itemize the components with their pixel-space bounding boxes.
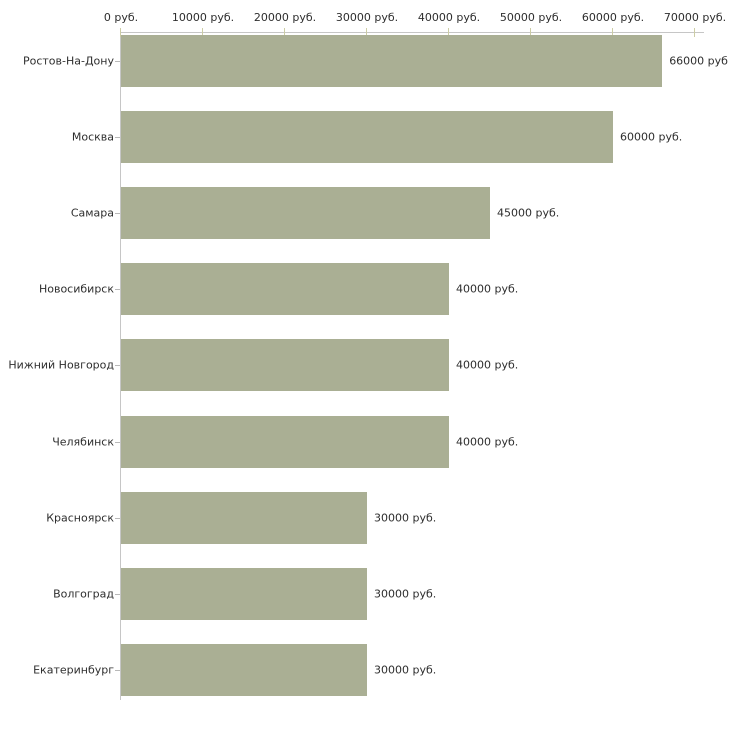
x-axis-line (120, 32, 704, 33)
category-label: Екатеринбург (33, 663, 114, 677)
bar-2 (121, 111, 613, 164)
category-label: Челябинск (52, 435, 114, 448)
x-axis-tick (530, 28, 531, 37)
y-axis-tick (115, 61, 120, 62)
bar-5 (121, 339, 449, 392)
x-axis-tick-label: 50000 руб. (499, 11, 563, 24)
value-label: 40000 руб. (456, 282, 519, 296)
category-label: Красноярск (46, 511, 114, 525)
bar-6 (121, 415, 449, 468)
bar-9 (121, 643, 367, 696)
value-label: 66000 руб (669, 54, 728, 68)
x-axis-tick-label: 20000 руб. (253, 11, 317, 24)
value-label: 45000 руб. (497, 206, 560, 220)
x-axis-tick (202, 28, 203, 37)
value-label: 30000 руб. (374, 663, 437, 677)
x-axis-tick (612, 28, 613, 37)
value-label: 30000 руб. (374, 511, 437, 525)
y-axis-tick (115, 593, 120, 595)
y-axis-tick (115, 289, 120, 291)
x-axis-tick-label: 30000 руб. (335, 11, 399, 24)
x-axis-tick (120, 28, 121, 37)
x-axis-tick-label: 0 руб. (103, 11, 139, 24)
x-axis-tick-label: 70000 руб. (663, 11, 727, 24)
value-label: 40000 руб. (456, 358, 519, 372)
value-label: 40000 руб. (456, 435, 519, 448)
y-axis-line (120, 32, 121, 700)
category-label: Новосибирск (38, 282, 114, 296)
category-label: Волгоград (53, 587, 114, 601)
x-axis-tick (366, 28, 367, 37)
y-axis-tick (115, 517, 120, 519)
value-label: 60000 руб. (620, 130, 683, 144)
category-label: Москва (71, 130, 114, 144)
bar-3 (121, 187, 490, 240)
y-axis-tick (115, 137, 120, 139)
y-axis-tick (115, 441, 120, 443)
x-axis-tick-label: 60000 руб. (581, 11, 645, 24)
y-axis-tick (115, 669, 120, 671)
x-axis-tick-label: 40000 руб. (417, 11, 481, 24)
bar-1 (121, 35, 663, 87)
x-axis-tick (448, 28, 449, 37)
x-axis-tick (694, 28, 695, 37)
category-label: Нижний Новгород (8, 358, 114, 372)
y-axis-tick (115, 213, 120, 215)
y-axis-tick (115, 365, 120, 367)
category-label: Самара (70, 206, 114, 220)
x-axis-tick-label: 10000 руб. (171, 11, 235, 24)
x-axis-tick (284, 28, 285, 37)
bar-8 (121, 567, 367, 620)
bar-7 (121, 491, 367, 544)
category-label: Ростов-На-Дону (22, 54, 114, 68)
bar-4 (121, 263, 449, 316)
value-label: 30000 руб. (374, 587, 437, 601)
